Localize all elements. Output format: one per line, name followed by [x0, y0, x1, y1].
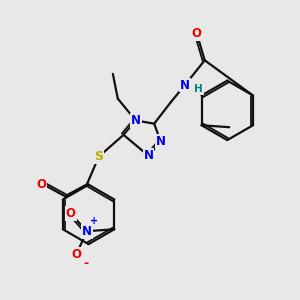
Text: H: H — [194, 84, 203, 94]
Text: N: N — [130, 114, 141, 127]
Text: N: N — [180, 79, 190, 92]
Text: -: - — [83, 257, 88, 270]
Text: O: O — [72, 248, 82, 260]
Text: O: O — [36, 178, 46, 191]
Text: S: S — [94, 150, 103, 163]
Text: N: N — [156, 135, 166, 148]
Text: N: N — [82, 225, 92, 238]
Text: N: N — [143, 149, 154, 162]
Text: +: + — [90, 216, 99, 226]
Text: O: O — [66, 207, 76, 220]
Text: O: O — [192, 27, 202, 40]
